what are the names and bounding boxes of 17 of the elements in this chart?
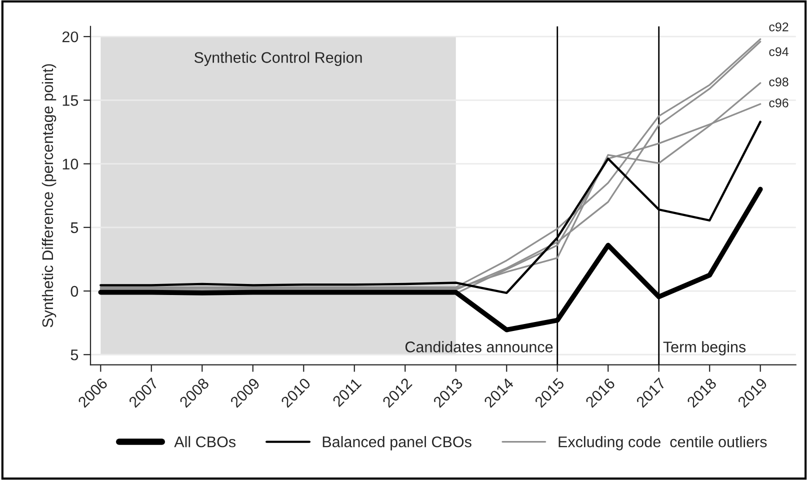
legend-label: All CBOs	[174, 436, 236, 448]
series-label: c92	[769, 22, 788, 32]
y-axis-title: Synthetic Difference (percentage point)	[42, 64, 56, 328]
legend-label: Balanced panel CBOs	[322, 436, 472, 450]
y-tick-label: 15	[62, 95, 78, 106]
y-tick-label: 5	[70, 350, 78, 360]
series-label: c98	[769, 78, 788, 86]
y-tick-label: 10	[62, 158, 78, 170]
text: Excluding code centile outliers	[558, 436, 767, 450]
y-tick-label: 20	[62, 31, 78, 42]
y-tick-label: 5	[70, 222, 78, 234]
band-label: Synthetic Control Region	[194, 52, 362, 66]
series-label: c96	[769, 98, 788, 108]
ref-line-label: Term begins	[663, 341, 746, 356]
y-tick-label: 0	[70, 286, 78, 297]
series-label: c94	[769, 47, 788, 56]
ref-line-label: Candidates announce	[405, 341, 553, 352]
